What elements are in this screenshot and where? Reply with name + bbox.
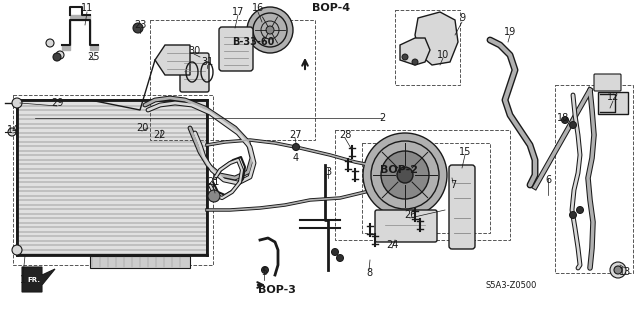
Circle shape <box>12 98 22 108</box>
Bar <box>598 92 628 114</box>
Text: 26: 26 <box>404 210 416 220</box>
Text: 27: 27 <box>289 130 301 140</box>
Circle shape <box>577 206 584 213</box>
Polygon shape <box>62 15 98 50</box>
Circle shape <box>247 7 293 53</box>
Bar <box>13 95 213 265</box>
Polygon shape <box>22 267 55 292</box>
Circle shape <box>402 54 408 60</box>
Text: 1: 1 <box>20 275 26 285</box>
FancyBboxPatch shape <box>594 74 621 91</box>
Text: 7: 7 <box>450 180 456 190</box>
Bar <box>362 143 490 233</box>
FancyBboxPatch shape <box>449 165 475 249</box>
Text: 2: 2 <box>379 113 385 123</box>
Text: 15: 15 <box>459 147 471 157</box>
Text: 4: 4 <box>293 153 299 163</box>
Text: 16: 16 <box>252 3 264 13</box>
Bar <box>150 20 315 140</box>
Text: BOP-2: BOP-2 <box>380 165 418 175</box>
FancyBboxPatch shape <box>375 210 437 242</box>
Text: 9: 9 <box>459 13 465 23</box>
Bar <box>335 130 510 240</box>
Circle shape <box>610 262 626 278</box>
Text: 10: 10 <box>437 50 449 60</box>
Text: 28: 28 <box>339 130 351 140</box>
Text: 24: 24 <box>386 240 398 250</box>
Circle shape <box>381 151 429 199</box>
Circle shape <box>8 128 16 136</box>
Circle shape <box>208 190 220 202</box>
Circle shape <box>46 39 54 47</box>
Polygon shape <box>415 12 458 65</box>
Text: 17: 17 <box>232 7 244 17</box>
Bar <box>555 85 633 273</box>
Circle shape <box>561 116 568 123</box>
Circle shape <box>570 211 577 219</box>
Text: 11: 11 <box>81 3 93 13</box>
Circle shape <box>570 122 577 129</box>
Bar <box>395 10 460 85</box>
Circle shape <box>266 26 274 34</box>
Text: 5: 5 <box>261 267 267 277</box>
FancyBboxPatch shape <box>219 27 253 71</box>
Text: B-33-60: B-33-60 <box>232 37 275 47</box>
Text: 14: 14 <box>7 125 19 135</box>
Text: 13: 13 <box>619 267 631 277</box>
Polygon shape <box>400 38 430 65</box>
Text: 19: 19 <box>504 27 516 37</box>
Polygon shape <box>155 45 190 75</box>
Text: FR.: FR. <box>27 277 40 283</box>
Circle shape <box>397 167 413 183</box>
Circle shape <box>12 245 22 255</box>
Text: 29: 29 <box>51 98 63 108</box>
Text: 23: 23 <box>134 20 146 30</box>
Circle shape <box>332 249 339 256</box>
Text: 18: 18 <box>557 113 569 123</box>
Polygon shape <box>17 100 207 255</box>
Text: 30: 30 <box>188 46 200 56</box>
Circle shape <box>412 59 418 65</box>
Circle shape <box>363 133 447 217</box>
Circle shape <box>614 266 622 274</box>
Circle shape <box>337 255 344 262</box>
Text: 6: 6 <box>545 175 551 185</box>
Text: 22: 22 <box>154 130 166 140</box>
Text: BOP-3: BOP-3 <box>258 285 296 295</box>
Text: 21: 21 <box>207 177 219 187</box>
Text: 12: 12 <box>607 92 619 102</box>
Text: 25: 25 <box>88 52 100 62</box>
Text: S5A3-Z0500: S5A3-Z0500 <box>485 280 536 290</box>
FancyBboxPatch shape <box>180 53 209 92</box>
Circle shape <box>262 266 269 273</box>
Text: 8: 8 <box>366 268 372 278</box>
Circle shape <box>53 53 61 61</box>
Text: 3: 3 <box>325 167 331 177</box>
Circle shape <box>292 144 300 151</box>
Text: 20: 20 <box>136 123 148 133</box>
Circle shape <box>133 23 143 33</box>
Circle shape <box>56 51 64 59</box>
Bar <box>90 256 190 268</box>
Text: BOP-4: BOP-4 <box>312 3 350 13</box>
Text: 31: 31 <box>201 57 213 67</box>
